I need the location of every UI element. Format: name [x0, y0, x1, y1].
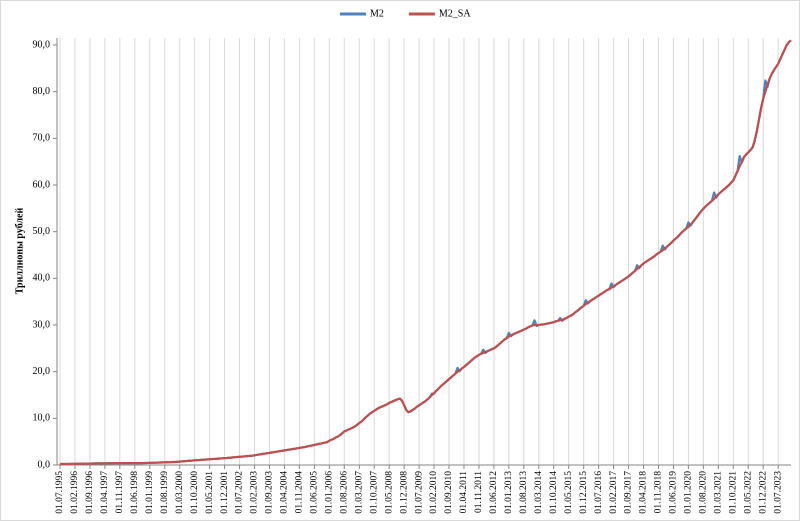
x-tick-label: 01.08.2020: [699, 471, 709, 514]
x-tick-label: 01.09.1996: [85, 471, 95, 514]
y-axis-label: Триллионы рублей: [14, 208, 25, 295]
x-tick-label: 01.03.2007: [354, 471, 364, 514]
x-tick-label: 01.05.2015: [564, 471, 574, 514]
x-tick-label: 01.09.2017: [624, 471, 634, 514]
y-tick-label: 20,0: [33, 366, 51, 377]
x-tick-label: 01.09.2010: [444, 471, 454, 514]
y-tick-label: 40,0: [33, 273, 51, 284]
x-tick-label: 01.04.2011: [459, 471, 469, 514]
x-tick-label: 01.11.2018: [654, 471, 664, 514]
legend-label: M2: [370, 8, 384, 19]
x-tick-label: 01.02.2010: [429, 471, 439, 514]
x-tick-label: 01.10.2021: [728, 471, 738, 514]
x-tick-label: 01.06.1998: [130, 471, 140, 514]
y-tick-label: 10,0: [33, 413, 51, 424]
x-tick-label: 01.01.1999: [145, 471, 155, 514]
x-tick-label: 01.03.2014: [534, 471, 544, 514]
x-tick-label: 01.08.2013: [519, 471, 529, 514]
x-tick-label: 01.12.2015: [579, 471, 589, 514]
x-tick-label: 01.11.2011: [474, 471, 484, 513]
x-tick-label: 01.02.2017: [609, 471, 619, 514]
x-tick-label: 01.01.2006: [325, 471, 335, 514]
y-tick-label: 80,0: [33, 86, 51, 97]
x-tick-label: 01.02.1996: [70, 471, 80, 514]
x-tick-label: 01.06.2005: [310, 471, 320, 514]
x-tick-label: 01.05.2022: [743, 471, 753, 514]
y-tick-label: 0,0: [38, 459, 51, 470]
x-tick-label: 01.12.2022: [758, 471, 768, 514]
x-tick-label: 01.03.2000: [175, 471, 185, 514]
x-tick-label: 01.01.2020: [684, 471, 694, 514]
x-tick-label: 01.12.2001: [220, 471, 230, 514]
x-tick-label: 01.01.2013: [504, 471, 514, 514]
x-tick-label: 01.09.2003: [265, 471, 275, 514]
y-tick-label: 90,0: [33, 39, 51, 50]
x-tick-label: 01.08.2006: [339, 471, 349, 514]
x-tick-label: 01.04.1997: [100, 471, 110, 514]
x-tick-label: 01.06.2019: [669, 471, 679, 514]
x-tick-label: 01.07.2023: [773, 471, 783, 514]
x-tick-label: 01.07.2002: [235, 471, 245, 514]
x-tick-label: 01.11.1997: [115, 471, 125, 514]
x-tick-label: 01.07.2009: [414, 471, 424, 514]
y-tick-label: 70,0: [33, 133, 51, 144]
x-tick-label: 01.10.2000: [190, 471, 200, 514]
x-tick-label: 01.08.1999: [160, 471, 170, 514]
x-tick-label: 01.04.2018: [639, 471, 649, 514]
series-line: [59, 39, 792, 466]
x-tick-label: 01.02.2003: [250, 471, 260, 514]
x-tick-label: 01.12.2008: [399, 471, 409, 514]
y-tick-label: 30,0: [33, 319, 51, 330]
x-tick-label: 01.03.2021: [714, 471, 724, 514]
y-tick-label: 60,0: [33, 179, 51, 190]
x-tick-label: 01.04.2004: [280, 471, 290, 514]
x-tick-label: 01.10.2014: [549, 471, 559, 514]
x-tick-label: 01.10.2007: [369, 471, 379, 514]
x-tick-label: 01.07.1995: [55, 471, 65, 514]
x-tick-label: 01.05.2001: [205, 471, 215, 514]
y-tick-label: 50,0: [33, 226, 51, 237]
x-tick-label: 01.11.2004: [295, 471, 305, 514]
x-tick-label: 01.06.2012: [489, 471, 499, 514]
x-tick-label: 01.05.2008: [384, 471, 394, 514]
x-tick-label: 01.07.2016: [594, 471, 604, 514]
legend-label: M2_SA: [439, 8, 471, 19]
